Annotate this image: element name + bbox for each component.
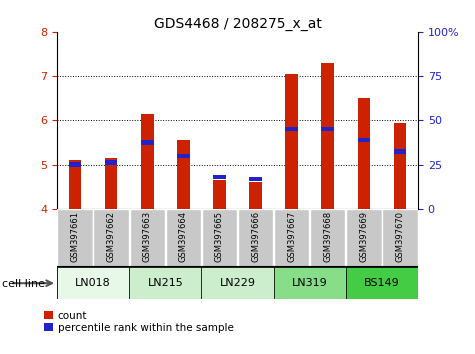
Text: GSM397663: GSM397663 — [143, 211, 152, 262]
Text: cell line: cell line — [2, 279, 46, 289]
Bar — [57, 267, 129, 299]
Bar — [346, 267, 418, 299]
Bar — [394, 149, 406, 154]
Bar — [310, 209, 345, 267]
Text: GSM397661: GSM397661 — [71, 211, 79, 262]
Bar — [274, 209, 309, 267]
Bar — [201, 267, 274, 299]
Bar — [177, 154, 190, 158]
Bar — [249, 177, 262, 181]
Bar — [177, 140, 190, 209]
Text: GSM397665: GSM397665 — [215, 211, 224, 262]
Bar — [105, 160, 117, 165]
Bar — [202, 209, 237, 267]
Title: GDS4468 / 208275_x_at: GDS4468 / 208275_x_at — [153, 17, 322, 31]
Bar — [322, 127, 334, 131]
Bar — [141, 114, 153, 209]
Text: GSM397670: GSM397670 — [396, 211, 404, 262]
Text: GSM397669: GSM397669 — [360, 211, 368, 262]
Bar — [346, 209, 381, 267]
Bar — [358, 98, 370, 209]
Text: GSM397668: GSM397668 — [323, 211, 332, 262]
Bar — [322, 63, 334, 209]
Bar — [166, 209, 201, 267]
Bar — [249, 182, 262, 209]
Text: GSM397667: GSM397667 — [287, 211, 296, 262]
Bar — [382, 209, 418, 267]
Bar — [129, 267, 201, 299]
Text: LN229: LN229 — [219, 278, 256, 288]
Bar — [105, 158, 117, 209]
Text: GSM397662: GSM397662 — [107, 211, 115, 262]
Bar — [141, 140, 153, 145]
Text: LN018: LN018 — [75, 278, 111, 288]
Bar — [285, 74, 298, 209]
Text: GSM397664: GSM397664 — [179, 211, 188, 262]
Text: BS149: BS149 — [364, 278, 400, 288]
Bar — [238, 209, 273, 267]
Bar — [57, 209, 93, 267]
Legend: count, percentile rank within the sample: count, percentile rank within the sample — [43, 310, 235, 334]
Bar — [213, 175, 226, 179]
Text: GSM397666: GSM397666 — [251, 211, 260, 262]
Bar — [130, 209, 165, 267]
Bar — [213, 180, 226, 209]
Bar — [274, 267, 346, 299]
Text: LN215: LN215 — [147, 278, 183, 288]
Bar — [69, 160, 81, 209]
Bar — [394, 122, 406, 209]
Bar — [69, 162, 81, 167]
Text: LN319: LN319 — [292, 278, 328, 288]
Bar — [358, 138, 370, 143]
Bar — [94, 209, 129, 267]
Bar — [285, 127, 298, 131]
